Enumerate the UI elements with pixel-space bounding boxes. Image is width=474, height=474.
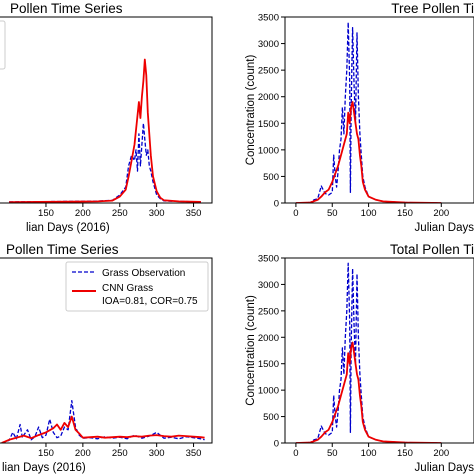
y-tick-label: 1000: [258, 386, 279, 397]
axes-frame: [0, 16, 213, 204]
x-axis-label: lian Days (2016): [26, 222, 110, 234]
y-tick-label: 3000: [258, 280, 279, 291]
observation-line: [9, 122, 201, 203]
legend-box-cropped: [0, 20, 6, 70]
y-tick-label: 3500: [258, 254, 279, 265]
axes-frame: [0, 257, 213, 444]
legend-label-cnn-metrics: IOA=0.81, COR=0.75: [102, 296, 198, 307]
series-group: [295, 21, 442, 203]
cnn-prediction-line: [9, 58, 201, 203]
x-tick-label: 100: [361, 448, 377, 459]
series-group: [295, 262, 442, 443]
x-tick-label: 0: [293, 448, 298, 459]
x-axis-label: lian Days (2016): [2, 462, 86, 474]
y-tick-label: 1500: [258, 119, 279, 130]
x-tick-label: 350: [186, 208, 202, 219]
panel-2: Tree Pollen Ti0 50 100 150 20005001000150020…: [245, 1, 474, 234]
y-tick-label: 2500: [258, 66, 279, 77]
legend-label-cnn: CNN Grass: [102, 283, 153, 294]
y-tick-label: 500: [263, 172, 279, 183]
y-tick-label: 3500: [258, 13, 279, 24]
x-tick-label: 250: [112, 448, 128, 459]
axes-frame: [284, 16, 474, 204]
x-tick-label: 150: [38, 208, 54, 219]
chart-title: Tree Pollen Ti: [391, 1, 474, 16]
x-tick-label: 350: [186, 448, 202, 459]
y-axis-label: Concentration (count): [245, 55, 257, 166]
observation-line: [295, 262, 442, 443]
y-tick-label: 1500: [258, 359, 279, 370]
cnn-prediction-line: [295, 101, 442, 203]
x-tick-label: 200: [75, 448, 91, 459]
chart-title: Total Pollen Ti: [390, 242, 474, 257]
x-tick-label: 200: [433, 208, 449, 219]
chart-title: Pollen Time Series: [6, 242, 119, 257]
y-tick-label: 2500: [258, 306, 279, 317]
x-axis-label: Julian Days: [415, 222, 474, 234]
x-axis-label: Julian Days: [415, 462, 474, 474]
x-tick-label: 300: [149, 448, 165, 459]
x-tick-label: 150: [397, 208, 413, 219]
panel-4: Total Pollen Ti0 50 100 150 2000500100015002…: [245, 242, 474, 474]
cnn-prediction-line: [295, 341, 442, 443]
axes-frame: [284, 257, 474, 444]
x-tick-label: 150: [397, 448, 413, 459]
cnn-prediction-line: [1, 415, 205, 443]
x-tick-label: 300: [149, 208, 165, 219]
legend-label-observation: Grass Observation: [102, 268, 185, 279]
chart-title: Pollen Time Series: [10, 1, 123, 16]
x-tick-label: 50: [327, 208, 338, 219]
series-group: [9, 58, 201, 203]
y-tick-label: 3000: [258, 39, 279, 50]
legend-box: [65, 261, 209, 312]
series-group: [1, 400, 205, 443]
x-tick-label: 0: [293, 208, 298, 219]
x-tick-label: 200: [75, 208, 91, 219]
y-tick-label: 0: [274, 439, 279, 450]
y-axis-label: Concentration (count): [245, 295, 257, 406]
y-tick-label: 500: [263, 412, 279, 423]
panel-1: Pollen Time Series 150 200 250 300 350 lian Da…: [0, 1, 213, 234]
x-tick-label: 150: [38, 448, 54, 459]
observation-line: [295, 21, 442, 203]
x-tick-label: 50: [327, 448, 338, 459]
x-tick-label: 200: [433, 448, 449, 459]
y-tick-label: 2000: [258, 92, 279, 103]
x-tick-label: 100: [361, 208, 377, 219]
y-tick-label: 1000: [258, 145, 279, 156]
x-tick-label: 250: [112, 208, 128, 219]
panel-3: Pollen Time Series 150 200 250 300 350 lian Da…: [0, 242, 213, 474]
y-tick-label: 0: [274, 199, 279, 210]
y-tick-label: 2000: [258, 333, 279, 344]
